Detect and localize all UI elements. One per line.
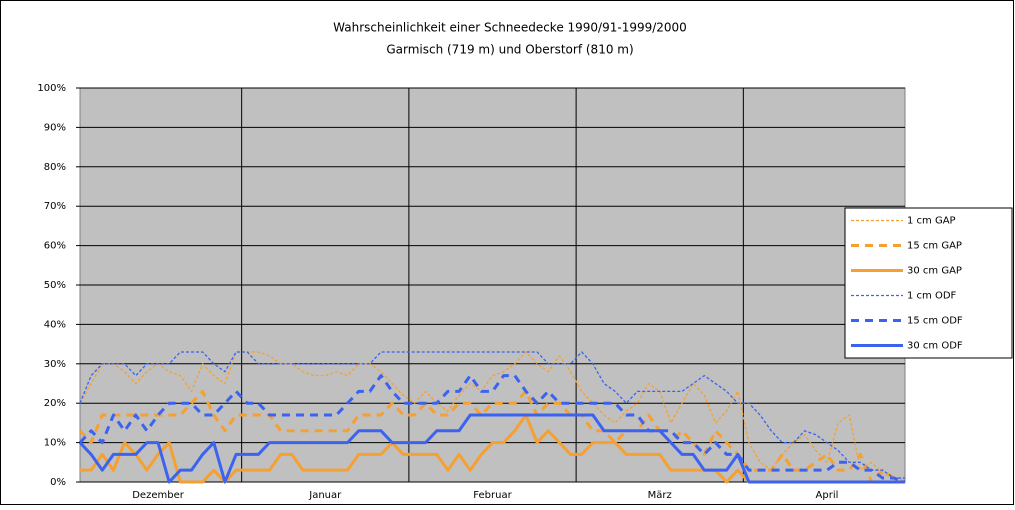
legend-label: 15 cm GAP <box>907 241 962 252</box>
legend-label: 15 cm ODF <box>907 316 963 327</box>
legend-label: 30 cm ODF <box>907 341 963 352</box>
x-tick-label: Januar <box>308 490 342 501</box>
legend-box <box>844 207 1013 359</box>
x-tick-label: Dezember <box>132 490 184 501</box>
x-tick-label: April <box>816 490 839 501</box>
chart-title: Wahrscheinlichkeit einer Schneedecke 199… <box>333 21 687 35</box>
chart-subtitle: Garmisch (719 m) und Oberstorf (810 m) <box>386 43 633 57</box>
y-tick-label: 50% <box>44 280 66 291</box>
y-tick-label: 90% <box>44 122 66 133</box>
y-tick-label: 30% <box>44 359 66 370</box>
y-tick-label: 70% <box>44 201 66 212</box>
x-tick-label: März <box>648 490 672 501</box>
y-tick-label: 40% <box>44 319 66 330</box>
legend-label: 30 cm GAP <box>907 266 962 277</box>
y-tick-label: 10% <box>44 438 66 449</box>
series-line <box>79 351 905 479</box>
series-line <box>79 351 905 479</box>
y-tick-label: 100% <box>37 83 66 94</box>
y-tick-label: 20% <box>44 398 66 409</box>
x-tick-label: Februar <box>473 490 512 501</box>
y-tick-label: 80% <box>44 162 66 173</box>
y-tick-label: 0% <box>50 477 66 488</box>
series-line <box>78 374 906 484</box>
legend-label: 1 cm ODF <box>907 291 957 302</box>
series-line <box>78 389 906 484</box>
series-line <box>78 413 905 484</box>
y-tick-label: 60% <box>44 241 66 252</box>
legend-label: 1 cm GAP <box>907 216 956 227</box>
